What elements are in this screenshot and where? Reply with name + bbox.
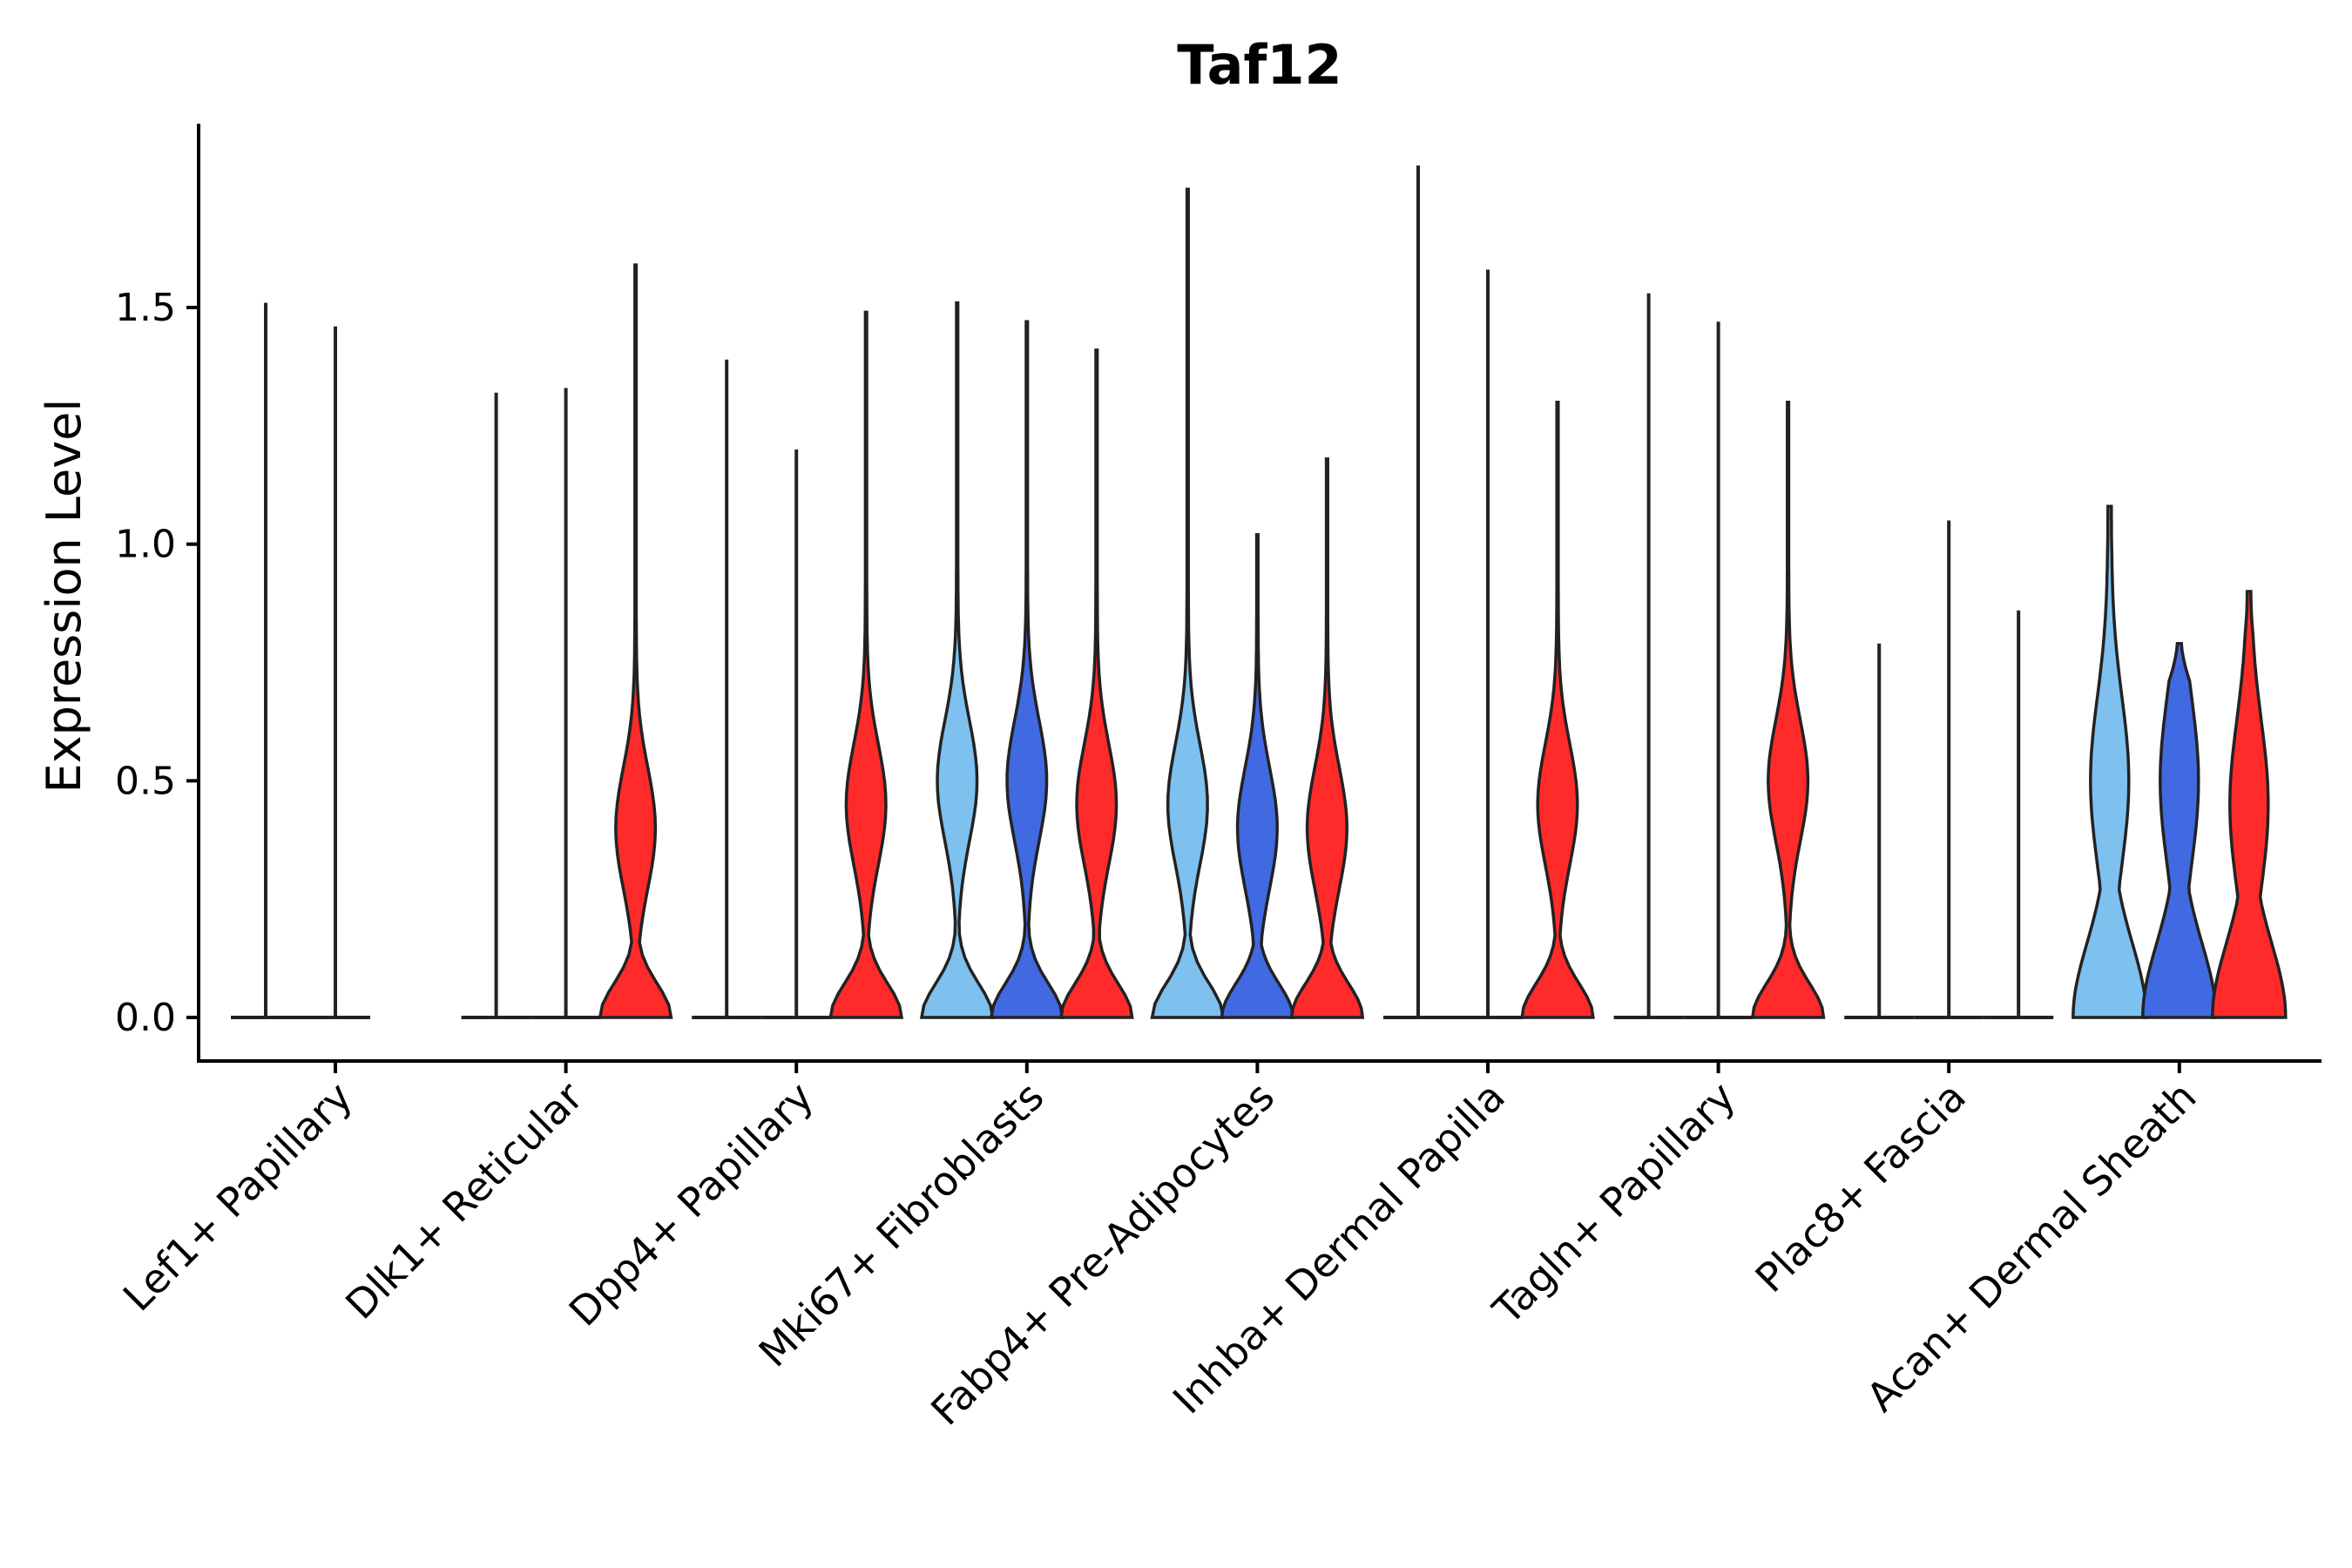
x-tick-label-1: Dlk1+ Reticular (336, 1073, 591, 1328)
y-tick-label-0: 0.0 (115, 996, 176, 1040)
x-tick-label-6: Tagln+ Papillary (1484, 1073, 1745, 1335)
violin-5-1 (1150, 187, 1226, 1019)
violin-9-2 (2141, 642, 2218, 1019)
x-tick-label-7: Plac8+ Fascia (1747, 1073, 1975, 1301)
violin-5-2 (1220, 533, 1295, 1019)
violin-4-1 (919, 301, 995, 1019)
violin-9-3 (2211, 590, 2288, 1019)
violin-2-3 (598, 263, 673, 1019)
x-tick-label-0: Lef1+ Papillary (114, 1073, 362, 1321)
y-axis-label: Expression Level (37, 399, 91, 794)
violin-5-3 (1289, 457, 1365, 1019)
y-tick-label-3: 1.5 (115, 286, 176, 330)
violin-6-3 (1520, 400, 1595, 1019)
y-axis-ticks: 0.0 0.5 1.0 1.5 (115, 286, 199, 1040)
x-tick-label-2: Dpp4+ Papillary (560, 1073, 822, 1335)
violin-4-2 (989, 320, 1064, 1019)
chart-title: Taf12 (1177, 33, 1342, 97)
y-tick-label-1: 0.5 (115, 759, 176, 803)
plot-area (231, 166, 2288, 1019)
violin-7-3 (1750, 400, 1826, 1019)
violin-4-3 (1058, 348, 1134, 1019)
y-tick-label-2: 1.0 (115, 523, 176, 567)
violin-9-1 (2071, 504, 2148, 1019)
violin-3-3 (828, 310, 904, 1019)
